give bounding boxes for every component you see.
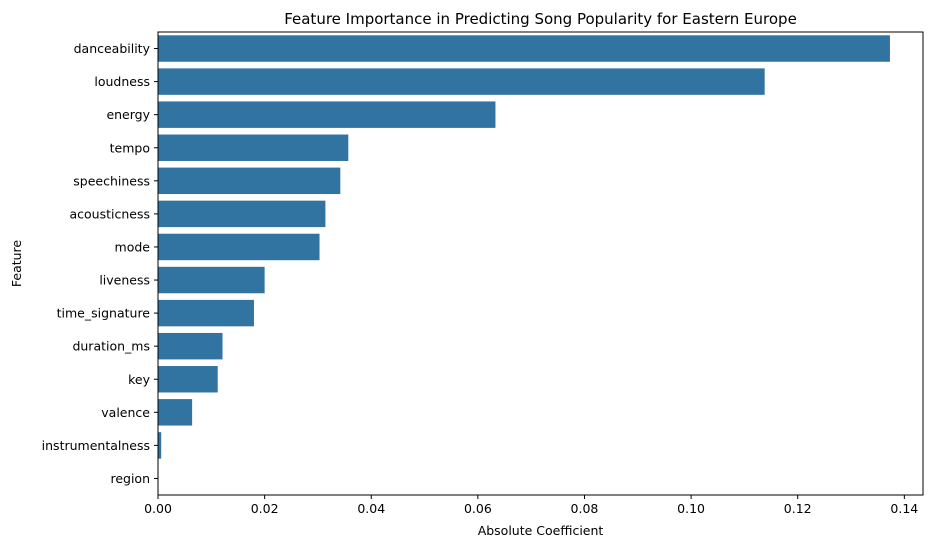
bars-group <box>158 35 890 459</box>
x-tick-label: 0.14 <box>890 501 918 516</box>
x-axis-label: Absolute Coefficient <box>478 523 604 538</box>
y-tick-label: speechiness <box>73 173 150 188</box>
y-tick-label: energy <box>106 107 150 122</box>
bar-mode <box>158 233 320 261</box>
bar-valence <box>158 399 193 426</box>
bar-loudness <box>158 68 765 95</box>
x-tick-label: 0.10 <box>677 501 705 516</box>
x-axis-ticks: 0.00 0.02 0.04 0.06 0.08 0.10 0.12 0.14 <box>144 495 918 516</box>
x-tick-label: 0.06 <box>464 501 492 516</box>
y-tick-label: liveness <box>99 273 150 288</box>
y-tick-label: time_signature <box>57 306 151 321</box>
bar-acousticness <box>158 200 326 228</box>
y-axis-label: Feature <box>9 240 24 288</box>
y-tick-label: duration_ms <box>72 339 150 354</box>
y-tick-label: mode <box>115 239 151 254</box>
x-tick-label: 0.00 <box>144 501 172 516</box>
y-tick-label: loudness <box>94 74 150 89</box>
x-tick-label: 0.02 <box>251 501 279 516</box>
bar-duration-ms <box>158 332 223 360</box>
y-tick-label: tempo <box>110 140 150 155</box>
x-tick-label: 0.08 <box>571 501 599 516</box>
plot-frame <box>157 31 924 496</box>
bar-danceability <box>158 35 890 62</box>
bar-instrumentalness <box>158 432 162 459</box>
bar-energy <box>158 101 496 128</box>
y-axis-ticks: danceability loudness energy tempo speechine… <box>42 41 158 486</box>
y-tick-label: valence <box>101 405 150 420</box>
x-tick-label: 0.12 <box>784 501 812 516</box>
chart-title: Feature Importance in Predicting Song Po… <box>284 10 797 28</box>
bar-time-signature <box>158 299 254 327</box>
bar-liveness <box>158 266 265 294</box>
y-tick-label: region <box>110 471 150 486</box>
y-tick-label: danceability <box>74 41 151 56</box>
y-tick-label: instrumentalness <box>42 438 150 453</box>
bar-key <box>158 366 218 393</box>
x-tick-label: 0.04 <box>357 501 385 516</box>
bar-tempo <box>158 134 349 161</box>
y-tick-label: key <box>128 372 150 387</box>
y-tick-label: acousticness <box>70 206 151 221</box>
bar-speechiness <box>158 167 341 195</box>
